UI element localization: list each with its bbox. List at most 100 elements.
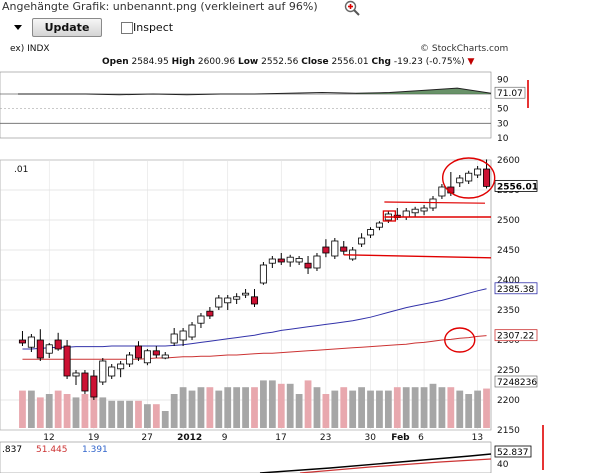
volume-bar xyxy=(90,394,98,428)
lower-value-tag-box xyxy=(494,445,532,458)
dropdown-arrow-icon[interactable] xyxy=(14,25,22,30)
moving-average-blue-line xyxy=(22,288,487,350)
candle-body xyxy=(27,336,35,348)
volume-bar xyxy=(63,394,71,428)
volume-bar xyxy=(474,390,482,428)
candle-body xyxy=(215,297,223,308)
upper-value-tag: 71.07 xyxy=(497,89,523,99)
volume-bar xyxy=(429,383,437,428)
lower-legend-value: .837 xyxy=(2,445,22,455)
candle-body xyxy=(179,330,187,341)
candle-body xyxy=(277,258,285,263)
candle-body xyxy=(483,168,491,187)
upper-indicator-line xyxy=(18,87,492,96)
lower-value-tag: 52.837 xyxy=(497,448,529,458)
x-axis-date-label: 6 xyxy=(418,433,424,443)
volume-bar xyxy=(81,394,89,428)
upper-value-tag-box xyxy=(494,86,526,99)
inspect-checkbox[interactable] xyxy=(121,22,133,34)
volume-bar xyxy=(438,387,446,428)
candle-body xyxy=(152,350,160,356)
candle-body xyxy=(474,168,482,176)
volume-bar xyxy=(179,387,187,428)
candle-body xyxy=(429,198,437,209)
candle-body xyxy=(322,246,330,254)
annotation-line-top xyxy=(384,201,486,204)
volume-bar xyxy=(286,383,294,428)
close-tag: 2556.01 xyxy=(497,182,538,192)
candle-body xyxy=(411,208,419,214)
x-axis-date-label: 27 xyxy=(141,433,152,443)
volume-bar xyxy=(170,394,178,428)
volume-bar xyxy=(411,387,419,428)
upper-axis-tick-label: 10 xyxy=(497,134,509,144)
candle-body xyxy=(420,207,428,212)
volume-bar xyxy=(295,394,303,428)
price-axis-tick-label: 2450 xyxy=(497,246,520,256)
lower-axis-tick-label: 40 xyxy=(497,460,509,470)
candle-body xyxy=(170,333,178,344)
zoom-in-icon[interactable] xyxy=(344,0,360,16)
candle-body xyxy=(242,292,250,296)
upper-axis-tick-label: 30 xyxy=(497,119,509,129)
lower-legend-value: 51.445 xyxy=(36,445,68,455)
inspect-label: Inspect xyxy=(133,21,174,34)
close-label: Close xyxy=(301,57,329,67)
candle-body xyxy=(456,177,464,184)
volume-bar xyxy=(393,387,401,428)
volume-bar xyxy=(376,390,383,428)
volume-bar xyxy=(313,387,321,428)
volume-bar xyxy=(206,387,214,428)
candle-body xyxy=(72,372,80,377)
volume-bar xyxy=(27,390,35,428)
upper-axis-tick-label: 50 xyxy=(497,105,509,115)
candle-body xyxy=(54,339,62,350)
x-axis-date-label: 9 xyxy=(222,433,228,443)
candle-body xyxy=(99,360,107,383)
volume-bar xyxy=(304,380,312,428)
candle-body xyxy=(402,210,410,218)
price-axis-tick-label: 2350 xyxy=(497,306,520,316)
volume-bar xyxy=(322,394,330,428)
candle-body xyxy=(259,264,267,284)
x-axis-date-label: 2012 xyxy=(177,433,202,443)
update-button[interactable]: Update xyxy=(32,18,102,37)
annotation-circle-last-candles xyxy=(441,157,496,199)
moving-average-tag: 2385.38 xyxy=(497,285,534,295)
volume-bar xyxy=(19,390,26,428)
moving-average-tag-box xyxy=(494,282,538,295)
volume-bar xyxy=(54,390,62,428)
candle-body xyxy=(81,372,89,392)
volume-bar xyxy=(331,390,339,428)
volume-bar xyxy=(260,380,267,428)
volume-bar xyxy=(117,400,125,428)
volume-bar xyxy=(36,397,44,428)
x-axis-date-label: 30 xyxy=(365,433,377,443)
moving-average-red-line xyxy=(22,335,487,360)
volume-bar xyxy=(465,394,473,428)
volume-bar xyxy=(402,387,410,428)
x-axis-date-label: 23 xyxy=(320,433,331,443)
annotation-rect-candle xyxy=(382,210,397,222)
ohlc-readout: Open 2584.95 High 2600.96 Low 2552.56 Cl… xyxy=(102,57,474,67)
price-top-left-label: .01 xyxy=(14,165,28,175)
chg-label: Chg xyxy=(371,57,391,67)
candle-body xyxy=(108,366,116,377)
lower-indicator-line-red xyxy=(299,458,492,473)
annotation-circle-ma xyxy=(444,327,476,353)
volume-bar xyxy=(188,390,196,428)
volume-tag: 7248236 xyxy=(497,378,537,388)
candle-body xyxy=(143,350,151,364)
volume-bar xyxy=(215,390,223,428)
volume-bar xyxy=(277,383,285,428)
price-axis-tick-label: 2400 xyxy=(497,276,520,286)
volume-tag-box xyxy=(494,375,538,388)
volume-bar xyxy=(144,404,151,428)
close-tag-box xyxy=(494,179,538,192)
candle-body xyxy=(134,345,143,359)
candle-body xyxy=(286,256,294,263)
candle-body xyxy=(197,315,205,324)
volume-bar xyxy=(108,400,116,428)
candle-body xyxy=(331,240,339,257)
